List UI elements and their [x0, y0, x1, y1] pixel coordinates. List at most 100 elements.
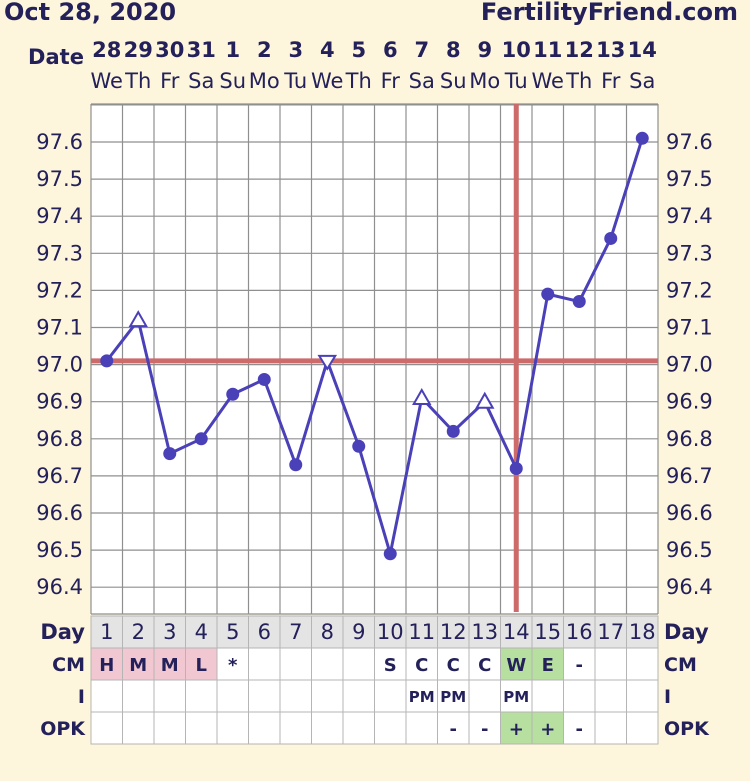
cell-value-opk: -	[481, 719, 488, 740]
weekday-label: Sa	[629, 69, 655, 93]
row-label-day: Day	[40, 620, 85, 644]
cell-value-day: 6	[258, 620, 271, 644]
temperature-point-open-triangle	[128, 310, 148, 328]
y-tick-right: 97.5	[666, 167, 713, 191]
table-cell-opk	[531, 711, 564, 745]
y-tick-left: 97.0	[36, 353, 83, 377]
table-cell-day	[342, 615, 375, 649]
row-label-opk-right: OPK	[664, 718, 710, 740]
table-cell-day	[437, 615, 470, 649]
cell-value-opk: -	[450, 719, 457, 740]
table-cell-i	[500, 679, 533, 713]
table-cell-opk	[437, 711, 470, 745]
cell-value-cm: M	[161, 655, 179, 676]
cell-value-opk: +	[540, 719, 555, 740]
table-cell-i	[437, 679, 470, 713]
cell-value-cm: C	[447, 655, 460, 676]
weekday-label: Tu	[504, 69, 528, 93]
date-label: Date	[28, 45, 84, 69]
y-tick-left: 97.4	[36, 204, 83, 228]
cell-value-cm: W	[506, 655, 526, 676]
cell-value-cm: E	[542, 655, 554, 676]
y-tick-right: 96.7	[666, 464, 713, 488]
y-tick-right: 97.3	[666, 241, 713, 265]
y-tick-left: 96.8	[36, 427, 83, 451]
table-cell-day	[279, 615, 312, 649]
date-number: 30	[155, 38, 184, 62]
table-cell-opk	[594, 711, 627, 745]
row-label-cm-right: CM	[664, 654, 697, 676]
table-cell-day	[500, 615, 533, 649]
y-tick-right: 97.0	[666, 353, 713, 377]
y-tick-left: 96.9	[36, 390, 83, 414]
temperature-point	[572, 295, 586, 309]
y-tick-right: 97.1	[666, 316, 713, 340]
cell-value-day: 4	[195, 620, 208, 644]
table-cell-day	[90, 615, 123, 649]
table-cell-i	[216, 679, 249, 713]
cell-value-i: PM	[503, 688, 529, 706]
table-cell-opk	[626, 711, 659, 745]
cell-value-cm: H	[99, 655, 114, 676]
date-number: 29	[124, 38, 153, 62]
row-label-opk: OPK	[40, 718, 86, 740]
date-number: 10	[502, 38, 531, 62]
cell-value-cm: -	[576, 655, 583, 676]
y-tick-left: 97.1	[36, 316, 83, 340]
temperature-point	[226, 387, 240, 401]
table-cell-day	[405, 615, 438, 649]
temperature-point	[289, 458, 303, 472]
cell-value-day: 13	[471, 620, 498, 644]
cell-value-day: 1	[100, 620, 113, 644]
weekday-label: Tu	[283, 69, 307, 93]
chart-date: Oct 28, 2020	[4, 0, 177, 26]
weekday-label: Sa	[188, 69, 214, 93]
cell-value-opk: -	[576, 719, 583, 740]
table-cell-opk	[311, 711, 344, 745]
cell-value-day: 12	[440, 620, 467, 644]
table-cell-cm	[279, 647, 312, 681]
table-cell-cm	[626, 647, 659, 681]
cell-value-cm: M	[129, 655, 147, 676]
table-cell-day	[153, 615, 186, 649]
temperature-point	[100, 354, 114, 368]
table-cell-i	[626, 679, 659, 713]
weekday-label: Th	[124, 69, 151, 93]
table-cell-i	[563, 679, 596, 713]
table-cell-opk	[248, 711, 281, 745]
cell-value-day: 7	[289, 620, 302, 644]
cell-value-cm: L	[196, 655, 207, 676]
cell-value-day: 18	[629, 620, 656, 644]
cell-value-day: 3	[163, 620, 176, 644]
date-number: 6	[383, 38, 398, 62]
temperature-point	[541, 287, 555, 301]
date-number: 12	[565, 38, 594, 62]
cell-value-cm: *	[228, 655, 238, 676]
date-number: 2	[257, 38, 272, 62]
y-tick-left: 96.4	[36, 575, 83, 599]
y-tick-left: 97.3	[36, 241, 83, 265]
temperature-point	[604, 231, 618, 245]
cell-value-i: PM	[409, 688, 435, 706]
temperature-point	[352, 439, 366, 453]
table-cell-i	[90, 679, 123, 713]
table-cell-i	[374, 679, 407, 713]
weekday-label: Su	[219, 69, 246, 93]
site-name: FertilityFriend.com	[480, 0, 738, 26]
y-tick-left: 96.6	[36, 501, 83, 525]
cell-value-day: 14	[503, 620, 530, 644]
table-cell-i	[279, 679, 312, 713]
table-cell-cm	[311, 647, 344, 681]
weekday-label: Fr	[160, 69, 180, 93]
table-cell-cm	[342, 647, 375, 681]
table-cell-i	[185, 679, 218, 713]
date-number: 28	[92, 38, 121, 62]
table-cell-opk	[374, 711, 407, 745]
y-tick-left: 97.2	[36, 278, 83, 302]
table-cell-day	[248, 615, 281, 649]
table-cell-opk	[563, 711, 596, 745]
temperature-point-open-triangle	[412, 387, 432, 405]
weekday-label: Mo	[249, 69, 280, 93]
cell-value-day: 9	[352, 620, 365, 644]
